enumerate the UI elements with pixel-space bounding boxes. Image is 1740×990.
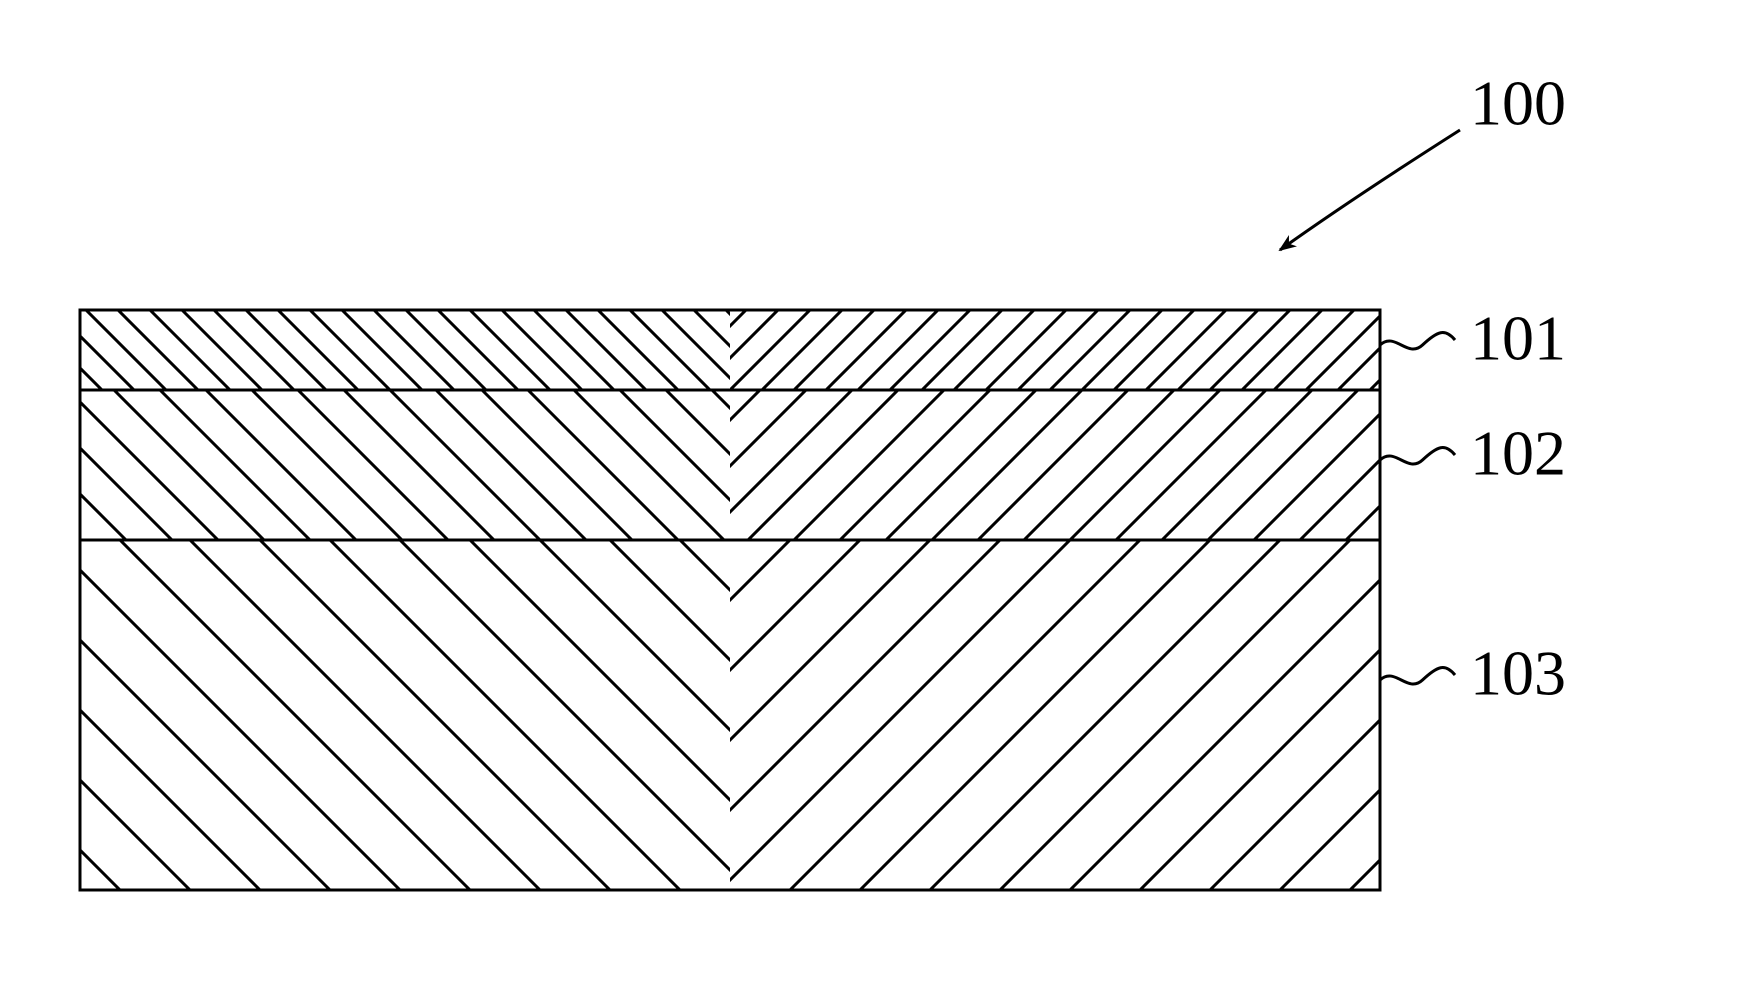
layer-101 (0, 310, 1482, 390)
label-layer102: 102 (1380, 418, 1566, 489)
label-layer101: 101 (1380, 303, 1566, 374)
label-text-layer103: 103 (1470, 638, 1566, 709)
label-text-layer102: 102 (1470, 418, 1566, 489)
label-assembly: 100 (1280, 68, 1566, 250)
label-layer103: 103 (1380, 638, 1566, 709)
layer-102 (0, 390, 1542, 540)
layer-103 (0, 540, 1740, 890)
label-text-assembly: 100 (1470, 68, 1566, 139)
label-text-layer101: 101 (1470, 303, 1566, 374)
